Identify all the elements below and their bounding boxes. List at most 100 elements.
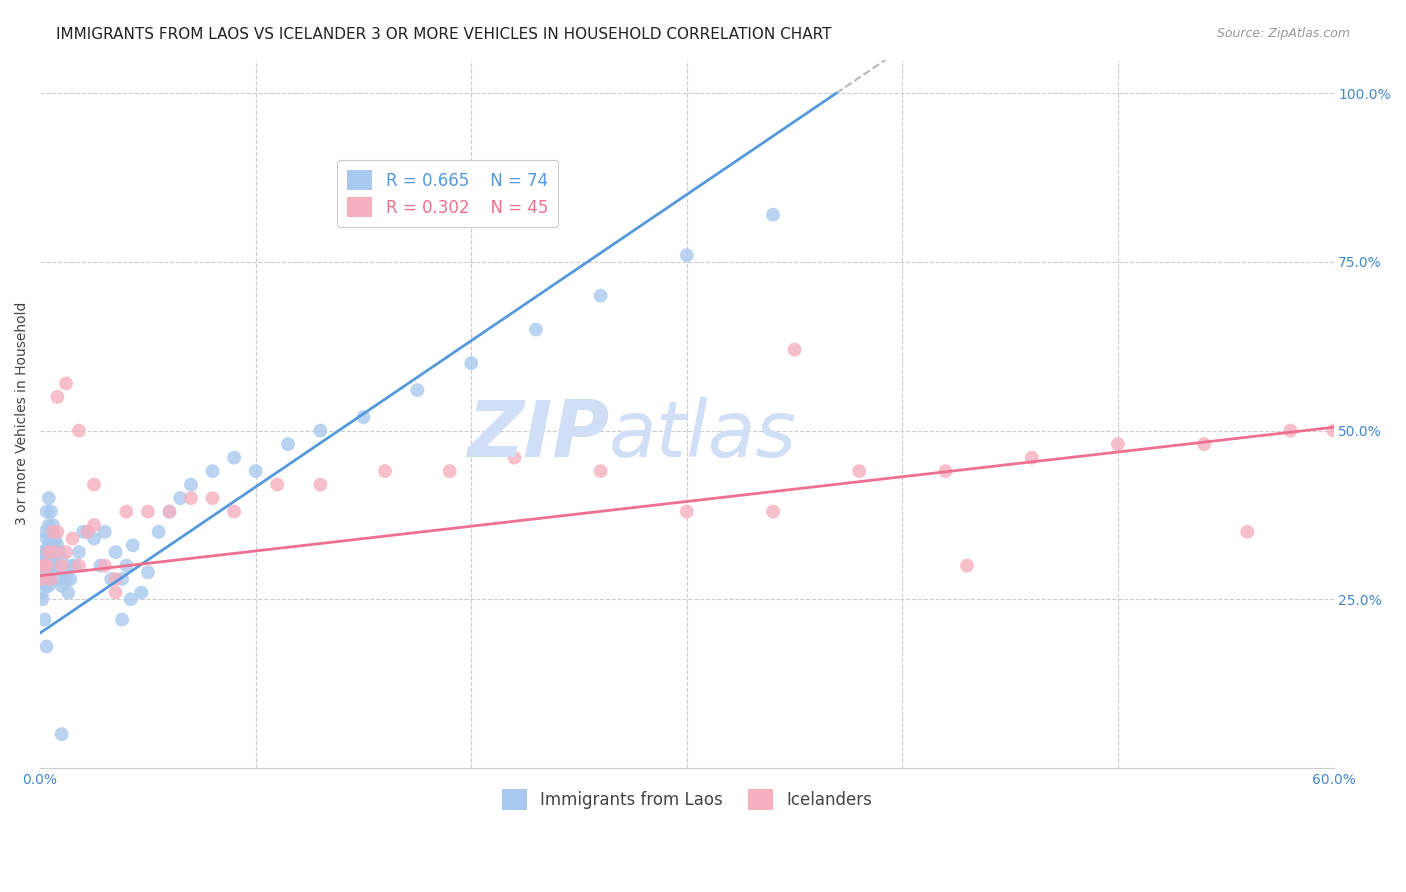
Point <box>104 572 127 586</box>
Point <box>266 477 288 491</box>
Point <box>51 579 73 593</box>
Point <box>460 356 482 370</box>
Point <box>35 505 58 519</box>
Point <box>1192 437 1215 451</box>
Point <box>44 532 66 546</box>
Point <box>131 585 153 599</box>
Point <box>31 572 53 586</box>
Point <box>42 518 65 533</box>
Point <box>31 545 53 559</box>
Text: atlas: atlas <box>609 397 797 473</box>
Point <box>83 477 105 491</box>
Point <box>136 505 159 519</box>
Point <box>55 376 77 391</box>
Point <box>39 572 62 586</box>
Point <box>34 524 56 539</box>
Point <box>94 558 117 573</box>
Y-axis label: 3 or more Vehicles in Household: 3 or more Vehicles in Household <box>15 302 30 525</box>
Point <box>46 538 69 552</box>
Point <box>224 450 246 465</box>
Point <box>201 491 224 505</box>
Point <box>35 566 58 580</box>
Point <box>35 558 58 573</box>
Point <box>46 558 69 573</box>
Point <box>1107 437 1129 451</box>
Point <box>35 551 58 566</box>
Point <box>374 464 396 478</box>
Point <box>52 566 75 580</box>
Point <box>31 558 53 573</box>
Point <box>76 524 98 539</box>
Point <box>762 208 785 222</box>
Point <box>55 572 77 586</box>
Point <box>34 613 56 627</box>
Legend: Immigrants from Laos, Icelanders: Immigrants from Laos, Icelanders <box>495 782 879 816</box>
Point <box>159 505 181 519</box>
Point <box>159 505 181 519</box>
Point <box>1021 450 1043 465</box>
Point <box>38 538 60 552</box>
Point <box>1236 524 1258 539</box>
Point <box>169 491 191 505</box>
Point <box>309 424 332 438</box>
Point <box>42 558 65 573</box>
Point <box>115 505 138 519</box>
Text: Source: ZipAtlas.com: Source: ZipAtlas.com <box>1216 27 1350 40</box>
Point <box>62 532 84 546</box>
Point <box>76 524 98 539</box>
Point <box>589 464 612 478</box>
Point <box>38 558 60 573</box>
Point <box>34 545 56 559</box>
Point <box>120 592 142 607</box>
Text: ZIP: ZIP <box>467 397 609 473</box>
Point <box>762 505 785 519</box>
Point <box>406 383 429 397</box>
Point <box>48 572 70 586</box>
Point <box>783 343 806 357</box>
Point <box>35 579 58 593</box>
Point <box>83 518 105 533</box>
Point <box>42 538 65 552</box>
Point <box>589 289 612 303</box>
Point <box>121 538 143 552</box>
Point <box>31 572 53 586</box>
Point <box>309 477 332 491</box>
Point <box>100 572 122 586</box>
Point <box>44 558 66 573</box>
Point <box>956 558 979 573</box>
Point <box>111 613 134 627</box>
Point <box>34 558 56 573</box>
Point <box>51 551 73 566</box>
Point <box>148 524 170 539</box>
Text: IMMIGRANTS FROM LAOS VS ICELANDER 3 OR MORE VEHICLES IN HOUSEHOLD CORRELATION CH: IMMIGRANTS FROM LAOS VS ICELANDER 3 OR M… <box>56 27 832 42</box>
Point <box>94 524 117 539</box>
Point <box>44 545 66 559</box>
Point <box>675 248 697 262</box>
Point <box>39 551 62 566</box>
Point <box>39 572 62 586</box>
Point <box>104 545 127 559</box>
Point <box>201 464 224 478</box>
Point <box>72 524 94 539</box>
Point <box>59 572 82 586</box>
Point <box>34 572 56 586</box>
Point <box>39 532 62 546</box>
Point <box>31 585 53 599</box>
Point <box>224 505 246 519</box>
Point <box>51 727 73 741</box>
Point <box>38 491 60 505</box>
Point <box>934 464 956 478</box>
Point <box>503 450 526 465</box>
Point <box>848 464 870 478</box>
Point <box>439 464 461 478</box>
Point <box>55 545 77 559</box>
Point <box>675 505 697 519</box>
Point <box>62 558 84 573</box>
Point <box>115 558 138 573</box>
Point <box>89 558 111 573</box>
Point <box>51 558 73 573</box>
Point <box>524 322 547 336</box>
Point <box>48 545 70 559</box>
Point <box>46 390 69 404</box>
Point <box>277 437 299 451</box>
